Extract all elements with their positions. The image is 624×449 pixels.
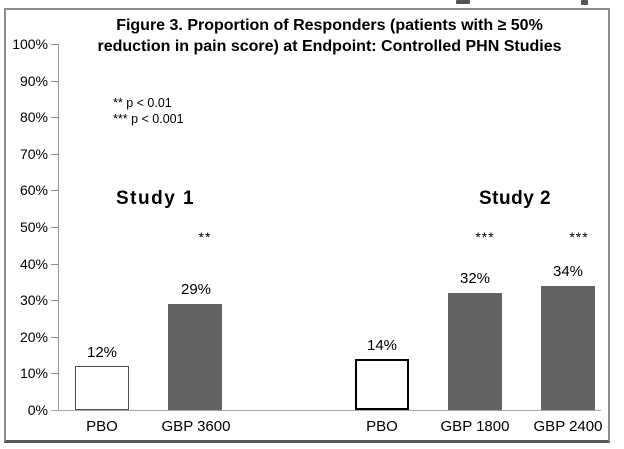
value-label-study1-pbo: 12%: [86, 344, 118, 361]
y-tick-label-10: 10%: [19, 365, 48, 381]
bar-study2-pbo: [355, 359, 409, 410]
y-tick: [51, 337, 58, 338]
y-tick-label-70: 70%: [19, 146, 48, 162]
bar-study2-gbp1800: [448, 293, 502, 410]
y-tick: [51, 190, 58, 191]
significance-study1-gbp3600: **: [198, 229, 212, 245]
chart-title-text: Figure 3. Proportion of Responders (pati…: [97, 17, 562, 55]
x-label-study2-gbp2400: GBP 2400: [533, 418, 603, 435]
x-label-study2-gbp1800: GBP 1800: [440, 418, 510, 435]
study-1-label: Study 1: [116, 188, 196, 209]
value-label-study2-gbp2400: 34%: [552, 263, 584, 280]
chart-title: Figure 3. Proportion of Responders (pati…: [58, 15, 601, 57]
significance-study2-gbp2400: ***: [569, 229, 589, 245]
y-tick-label-20: 20%: [19, 329, 48, 345]
x-label-study2-pbo: PBO: [366, 418, 398, 435]
y-axis-line: [58, 44, 59, 411]
value-label-study1-gbp3600: 29%: [180, 281, 212, 298]
value-label-study2-pbo: 14%: [366, 337, 398, 354]
study-2-label: Study 2: [479, 188, 552, 209]
bar-study1-gbp3600: [168, 304, 222, 410]
y-tick-label-50: 50%: [19, 219, 48, 235]
y-tick: [51, 300, 58, 301]
bar-study1-pbo: [75, 366, 129, 410]
pvalue-note-2: *** p < 0.001: [113, 112, 184, 126]
significance-study2-gbp1800: ***: [475, 229, 495, 245]
y-tick: [51, 154, 58, 155]
cropped-text-artifact: [581, 0, 588, 5]
bar-study2-gbp2400: [541, 286, 595, 410]
y-tick-label-80: 80%: [19, 109, 48, 125]
y-tick: [51, 117, 58, 118]
y-tick-label-40: 40%: [19, 256, 48, 272]
cropped-text-artifact: [456, 0, 470, 4]
y-tick: [51, 81, 58, 82]
y-tick-label-30: 30%: [19, 292, 48, 308]
y-tick-label-0: 0%: [27, 402, 48, 418]
y-tick-label-60: 60%: [19, 182, 48, 198]
value-label-study2-gbp1800: 32%: [459, 270, 491, 287]
x-axis-baseline: [51, 410, 601, 411]
pvalue-legend: ** p < 0.01 *** p < 0.001: [113, 95, 184, 127]
y-tick-label-90: 90%: [19, 73, 48, 89]
y-tick: [51, 227, 58, 228]
x-label-study1-gbp3600: GBP 3600: [161, 418, 231, 435]
y-tick: [51, 373, 58, 374]
pvalue-note-1: ** p < 0.01: [113, 96, 172, 110]
y-tick: [51, 44, 58, 45]
y-tick: [51, 264, 58, 265]
x-label-study1-pbo: PBO: [86, 418, 118, 435]
y-tick-label-100: 100%: [12, 36, 48, 52]
